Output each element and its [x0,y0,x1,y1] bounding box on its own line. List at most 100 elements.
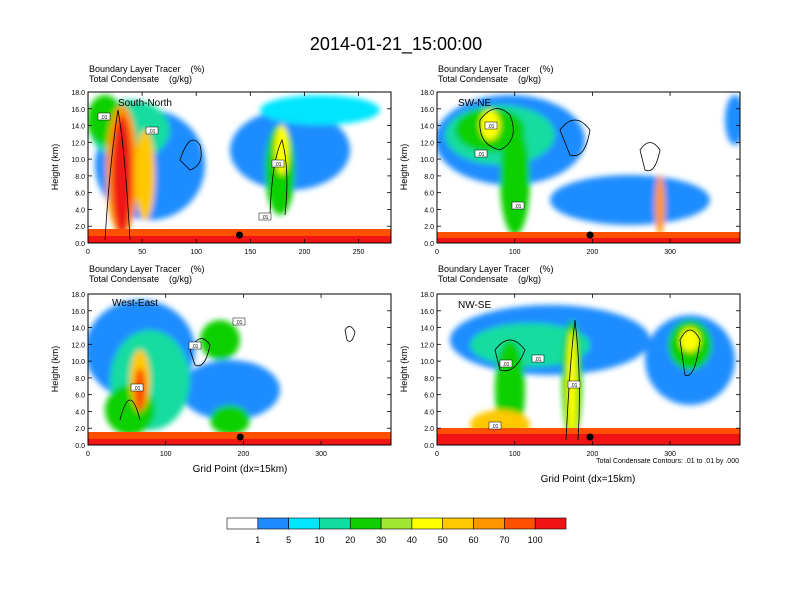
y-axis: 0.0 2.0 4.0 6.0 8.0 10.0 12.0 14.0 16.0 18.0 [420,90,740,248]
panel-header-line1: Boundary Layer Tracer (%) [438,64,554,74]
condensate-contour [565,319,580,441]
colorbar-swatch [257,517,289,530]
panel-south-north: Boundary Layer Tracer (%) Total Condensa… [50,64,392,256]
y-axis-label: Height (km) [399,346,409,393]
contour-label-box [258,212,272,221]
y-axis: 0.0 2.0 4.0 6.0 8.0 10.0 12.0 14.0 16.0 18.0 [71,292,391,450]
contour-label: .01 [535,357,542,363]
colorbar: 1 5 10 20 30 40 50 60 70 100 [226,517,567,545]
y-tick-label: 16.0 [420,107,434,114]
contour-label-box [188,341,202,350]
panel-header-line2: Total Condensate (g/kg) [438,74,541,84]
tracer-blob [200,320,240,360]
y-tick-label: 12.0 [420,342,434,349]
y-tick-label: 12.0 [71,342,85,349]
colorbar-swatch [288,517,320,530]
contour-label-box [145,126,159,135]
y-tick-label: 10.0 [71,157,85,164]
condensate-contour [189,338,211,367]
y-tick-label: 0.0 [75,443,85,450]
x-tick-label: 200 [299,249,311,256]
panel-header-line2: Total Condensate (g/kg) [89,74,192,84]
contour-label: .01 [275,162,282,168]
panel-header-line1: Boundary Layer Tracer (%) [89,64,205,74]
contour-label-box [271,159,285,168]
colorbar-label: 60 [469,535,479,545]
contour-label: .01 [192,344,199,350]
y-tick-label: 4.0 [424,207,434,214]
contour-label-box [499,359,513,368]
y-axis: 0.0 2.0 4.0 6.0 8.0 10.0 12.0 14.0 16.0 18.0 [71,90,391,248]
colorbar-swatch [411,517,444,530]
contour-label-box [97,112,111,121]
y-tick-label: 10.0 [420,157,434,164]
x-tick-label: 0 [86,249,90,256]
y-tick-label: 0.0 [75,241,85,248]
y-tick-label: 0.0 [424,443,434,450]
contour-label-box [474,149,488,158]
colorbar-label: 50 [438,535,448,545]
y-tick-label: 4.0 [75,207,85,214]
y-tick-label: 2.0 [424,224,434,231]
contour-labels: .01 .01 .01 .01 [488,354,581,430]
condensate-contour [269,138,288,216]
contour-labels: .01 .01 .01 [474,121,525,210]
contour-label: .01 [236,320,243,326]
tracer-blob [180,360,280,420]
contour-label-box [232,317,246,326]
plot-frame [87,91,392,244]
contour-label-box [484,121,498,130]
y-tick-label: 12.0 [420,140,434,147]
colorbar-label: 70 [499,535,509,545]
panel-sw-ne: Boundary Layer Tracer (%) Total Condensa… [399,64,741,256]
tracer-shading [88,95,391,243]
contour-label: .01 [478,152,485,158]
contour-label: .01 [571,383,578,389]
tracer-blob [725,95,740,145]
y-tick-label: 12.0 [71,140,85,147]
condensate-contour [104,109,131,241]
x-tick-label: 300 [664,451,676,458]
contour-label: .01 [488,124,495,130]
colorbar-swatch [473,517,505,530]
y-tick-label: 14.0 [420,326,434,333]
y-axis-label: Height (km) [50,144,60,191]
contour-label: .01 [492,424,499,430]
colorbar-label: 5 [286,535,291,545]
colorbar-swatch [319,517,351,530]
x-tick-label: 100 [160,451,172,458]
y-tick-label: 8.0 [75,174,85,181]
contour-label-box [531,354,545,363]
colorbar-label: 30 [376,535,386,545]
colorbar-swatch [226,517,259,530]
x-tick-label: 300 [315,451,327,458]
y-tick-label: 8.0 [424,376,434,383]
contour-label-box [130,383,144,392]
y-axis-label: Height (km) [399,144,409,191]
colorbar-swatch [504,517,536,530]
condensate-contour [344,326,356,342]
y-axis-label: Height (km) [50,346,60,393]
y-tick-label: 2.0 [75,224,85,231]
panel-section-label: SW-NE [458,98,491,109]
location-marker [586,433,594,441]
y-tick-label: 8.0 [75,376,85,383]
contour-label: .01 [503,362,510,368]
plot-frame [87,293,392,446]
y-tick-label: 4.0 [75,409,85,416]
colorbar-label: 20 [345,535,355,545]
boundary-layer-band [88,236,391,243]
colorbar-label: 40 [407,535,417,545]
contour-labels: .01 .01 .01 .01 [97,112,285,221]
contour-label-box [511,201,525,210]
panel-nw-se: Boundary Layer Tracer (%) Total Condensa… [399,264,741,485]
condensate-contour [179,139,202,171]
y-tick-label: 6.0 [75,191,85,198]
contour-label: .01 [515,204,522,210]
y-tick-label: 16.0 [71,107,85,114]
tracer-blob [210,405,250,435]
figure-title: 2014-01-21_15:00:00 [310,34,482,55]
panel-section-label: West-East [112,298,158,309]
boundary-layer-band [88,439,391,445]
tracer-blob [500,125,530,235]
